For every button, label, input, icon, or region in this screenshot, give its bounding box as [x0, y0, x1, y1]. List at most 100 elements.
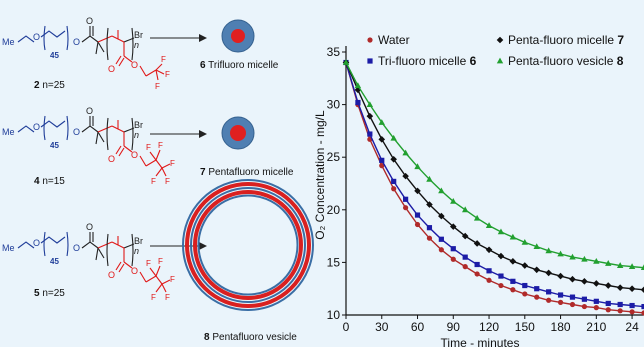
svg-text:O: O	[108, 270, 115, 280]
data-point	[569, 294, 576, 300]
data-point	[461, 232, 469, 240]
data-point	[426, 175, 433, 182]
product-label-8: 8 Pentafluoro vesicle	[204, 332, 297, 343]
svg-text:n: n	[134, 130, 139, 140]
data-point	[486, 277, 492, 283]
data-point	[342, 59, 350, 65]
data-point	[402, 149, 409, 156]
data-point	[640, 286, 644, 294]
data-point	[581, 278, 588, 285]
pentafluoro-micelle-icon	[221, 116, 255, 150]
svg-text:O: O	[33, 238, 40, 248]
x-tick-label: 0	[343, 320, 350, 334]
y-tick-label: 15	[327, 255, 341, 269]
svg-text:Br: Br	[134, 236, 143, 246]
data-point	[629, 302, 635, 309]
svg-text:O: O	[108, 154, 115, 164]
legend-entry: Penta-fluoro micelle 7	[496, 33, 624, 47]
data-point	[557, 299, 564, 305]
product-label-7: 7 Pentafluoro micelle	[200, 167, 294, 178]
legend-marker	[496, 57, 504, 64]
data-point	[426, 235, 433, 241]
data-point	[366, 101, 374, 107]
svg-text:O: O	[33, 32, 40, 42]
svg-text:F: F	[151, 177, 156, 186]
data-point	[462, 264, 468, 270]
data-point	[545, 247, 552, 254]
svg-text:F: F	[170, 159, 175, 168]
svg-text:O: O	[86, 106, 93, 116]
data-point	[403, 196, 409, 202]
data-point	[497, 228, 505, 235]
data-point	[378, 136, 386, 143]
data-point	[509, 258, 517, 265]
data-point	[605, 300, 611, 307]
data-point	[367, 131, 373, 137]
legend-label: Penta-fluoro vesicle 8	[508, 54, 624, 68]
legend-marker	[367, 58, 373, 64]
svg-text:n: n	[134, 246, 139, 256]
series-line	[345, 62, 644, 314]
svg-text:Me: Me	[2, 127, 15, 137]
data-point	[390, 156, 397, 163]
data-point	[641, 310, 644, 316]
data-point	[473, 240, 481, 247]
data-point	[379, 163, 385, 169]
svg-text:F: F	[158, 141, 163, 150]
series-1	[343, 59, 644, 310]
x-tick-label: 180	[551, 320, 571, 334]
data-point	[533, 266, 541, 274]
data-point	[569, 301, 576, 308]
data-point	[450, 246, 456, 252]
legend-entry: Tri-fluoro micelle 6	[367, 54, 477, 68]
svg-text:O: O	[131, 60, 138, 70]
data-point	[533, 243, 540, 250]
data-point	[593, 257, 600, 264]
data-point	[354, 82, 362, 89]
data-point	[355, 99, 361, 106]
data-point	[402, 172, 409, 180]
data-point	[414, 212, 421, 218]
data-point	[569, 275, 576, 283]
data-point	[414, 221, 421, 228]
data-point	[534, 286, 540, 292]
series-0	[343, 59, 644, 316]
svg-text:F: F	[146, 143, 151, 152]
data-point	[438, 187, 445, 194]
svg-text:F: F	[170, 275, 175, 284]
y-tick-label: 20	[327, 203, 341, 217]
data-point	[414, 163, 421, 170]
svg-text:Me: Me	[2, 243, 15, 253]
x-tick-label: 210	[586, 320, 606, 334]
x-tick-label: 60	[411, 320, 425, 334]
data-point	[414, 187, 421, 195]
data-point	[390, 134, 397, 141]
data-point	[510, 278, 516, 284]
svg-text:F: F	[146, 259, 151, 268]
data-point	[546, 289, 552, 295]
data-point	[366, 112, 374, 120]
data-point	[521, 262, 529, 269]
y-tick-label: 10	[327, 308, 341, 322]
data-point	[546, 297, 552, 303]
data-point	[438, 247, 444, 253]
data-point	[522, 291, 528, 297]
data-point	[557, 272, 564, 280]
legend-label: Tri-fluoro micelle 6	[378, 54, 477, 68]
compound-number-4: 4 n=15	[34, 176, 65, 187]
data-point	[462, 206, 469, 213]
data-point	[616, 284, 624, 291]
data-point	[593, 298, 599, 304]
legend-label: Water	[378, 33, 410, 47]
svg-text:45: 45	[50, 141, 59, 150]
data-point	[605, 307, 611, 313]
x-tick-label: 120	[479, 320, 499, 334]
x-axis-label: Time - minutes	[441, 336, 520, 347]
polymer-structure-4: Me O 45 O O n Br O O F F F	[2, 106, 175, 186]
data-point	[485, 246, 493, 254]
data-point	[605, 260, 612, 266]
data-point	[581, 296, 587, 302]
data-point	[534, 294, 540, 300]
compound-number-5: 5 n=25	[34, 288, 65, 299]
data-point	[545, 269, 552, 277]
